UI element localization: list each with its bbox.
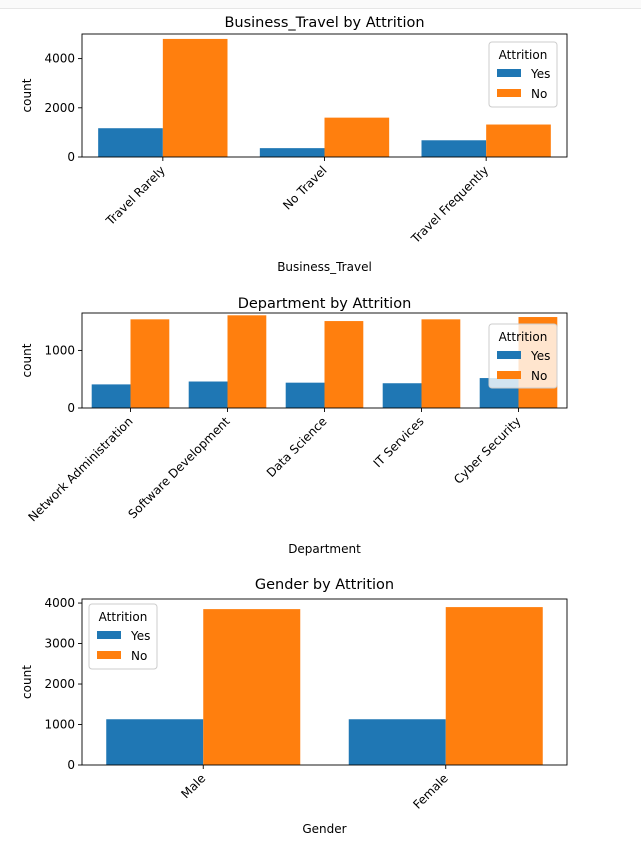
bar-yes-software-development: [188, 381, 228, 408]
legend-label-yes: Yes: [130, 629, 150, 643]
legend-swatch-yes: [497, 351, 521, 359]
legend-swatch-no: [497, 371, 521, 379]
legend-title: Attrition: [499, 330, 548, 344]
bar-no-travel-rarely: [162, 38, 228, 157]
bar-yes-data-science: [285, 382, 325, 408]
notebook-output-border: [0, 0, 641, 9]
chart-title: Business_Travel by Attrition: [224, 15, 424, 31]
legend-swatch-no: [97, 651, 121, 659]
y-tick-label: 2000: [44, 677, 75, 691]
x-axis-label: Department: [288, 542, 361, 556]
y-tick-label: 0: [67, 401, 75, 415]
y-tick-label: 1000: [44, 718, 75, 732]
bar-no-network-administration: [130, 319, 170, 408]
x-tick-label: Data Science: [264, 414, 330, 480]
bar-no-data-science: [324, 321, 364, 408]
bar-no-it-services: [421, 319, 461, 408]
bar-yes-it-services: [382, 383, 422, 408]
bar-no-software-development: [227, 315, 267, 408]
y-tick-label: 0: [67, 150, 75, 164]
bar-yes-female: [348, 719, 446, 765]
y-tick-label: 2000: [44, 101, 75, 115]
legend-title: Attrition: [99, 610, 148, 624]
legend-title: Attrition: [499, 48, 548, 62]
x-tick-label: Male: [178, 771, 208, 801]
legend-label-no: No: [131, 649, 147, 663]
bar-no-male: [203, 609, 301, 765]
y-tick-label: 0: [67, 758, 75, 772]
bar-yes-network-administration: [91, 384, 131, 408]
x-axis-label: Business_Travel: [277, 260, 372, 274]
chart-title: Gender by Attrition: [255, 577, 394, 593]
legend-swatch-yes: [97, 631, 121, 639]
x-tick-label: Software Development: [125, 414, 232, 521]
x-tick-label: Female: [410, 771, 451, 812]
legend-label-yes: Yes: [530, 349, 550, 363]
y-tick-label: 3000: [44, 637, 75, 651]
y-axis-label: count: [20, 78, 34, 112]
bar-no-female: [445, 607, 543, 765]
axes-frame: [81, 598, 568, 766]
legend-label-no: No: [531, 369, 547, 383]
bar-no-no-travel: [324, 117, 390, 157]
legend-swatch-no: [497, 89, 521, 97]
chart-title: Department by Attrition: [238, 296, 412, 312]
x-tick-label: Network Administration: [26, 414, 136, 524]
x-tick-label: Travel Frequently: [408, 163, 491, 246]
x-tick-label: Travel Rarely: [103, 163, 168, 228]
bar-yes-travel-rarely: [98, 128, 163, 157]
bar-yes-male: [106, 719, 204, 765]
x-tick-label: Cyber Security: [451, 414, 523, 486]
x-tick-label: No Travel: [280, 163, 329, 212]
y-tick-label: 4000: [44, 52, 75, 66]
bar-yes-travel-frequently: [421, 140, 487, 157]
bar-yes-no-travel: [259, 148, 325, 157]
x-axis-label: Gender: [302, 822, 346, 836]
legend-label-no: No: [531, 87, 547, 101]
legend-swatch-yes: [497, 69, 521, 77]
bar-no-travel-frequently: [486, 124, 551, 157]
y-tick-label: 4000: [44, 596, 75, 610]
legend-label-yes: Yes: [530, 67, 550, 81]
x-tick-label: IT Services: [371, 414, 427, 470]
y-axis-label: count: [20, 343, 34, 377]
y-tick-label: 1000: [44, 343, 75, 357]
y-axis-label: count: [20, 665, 34, 699]
